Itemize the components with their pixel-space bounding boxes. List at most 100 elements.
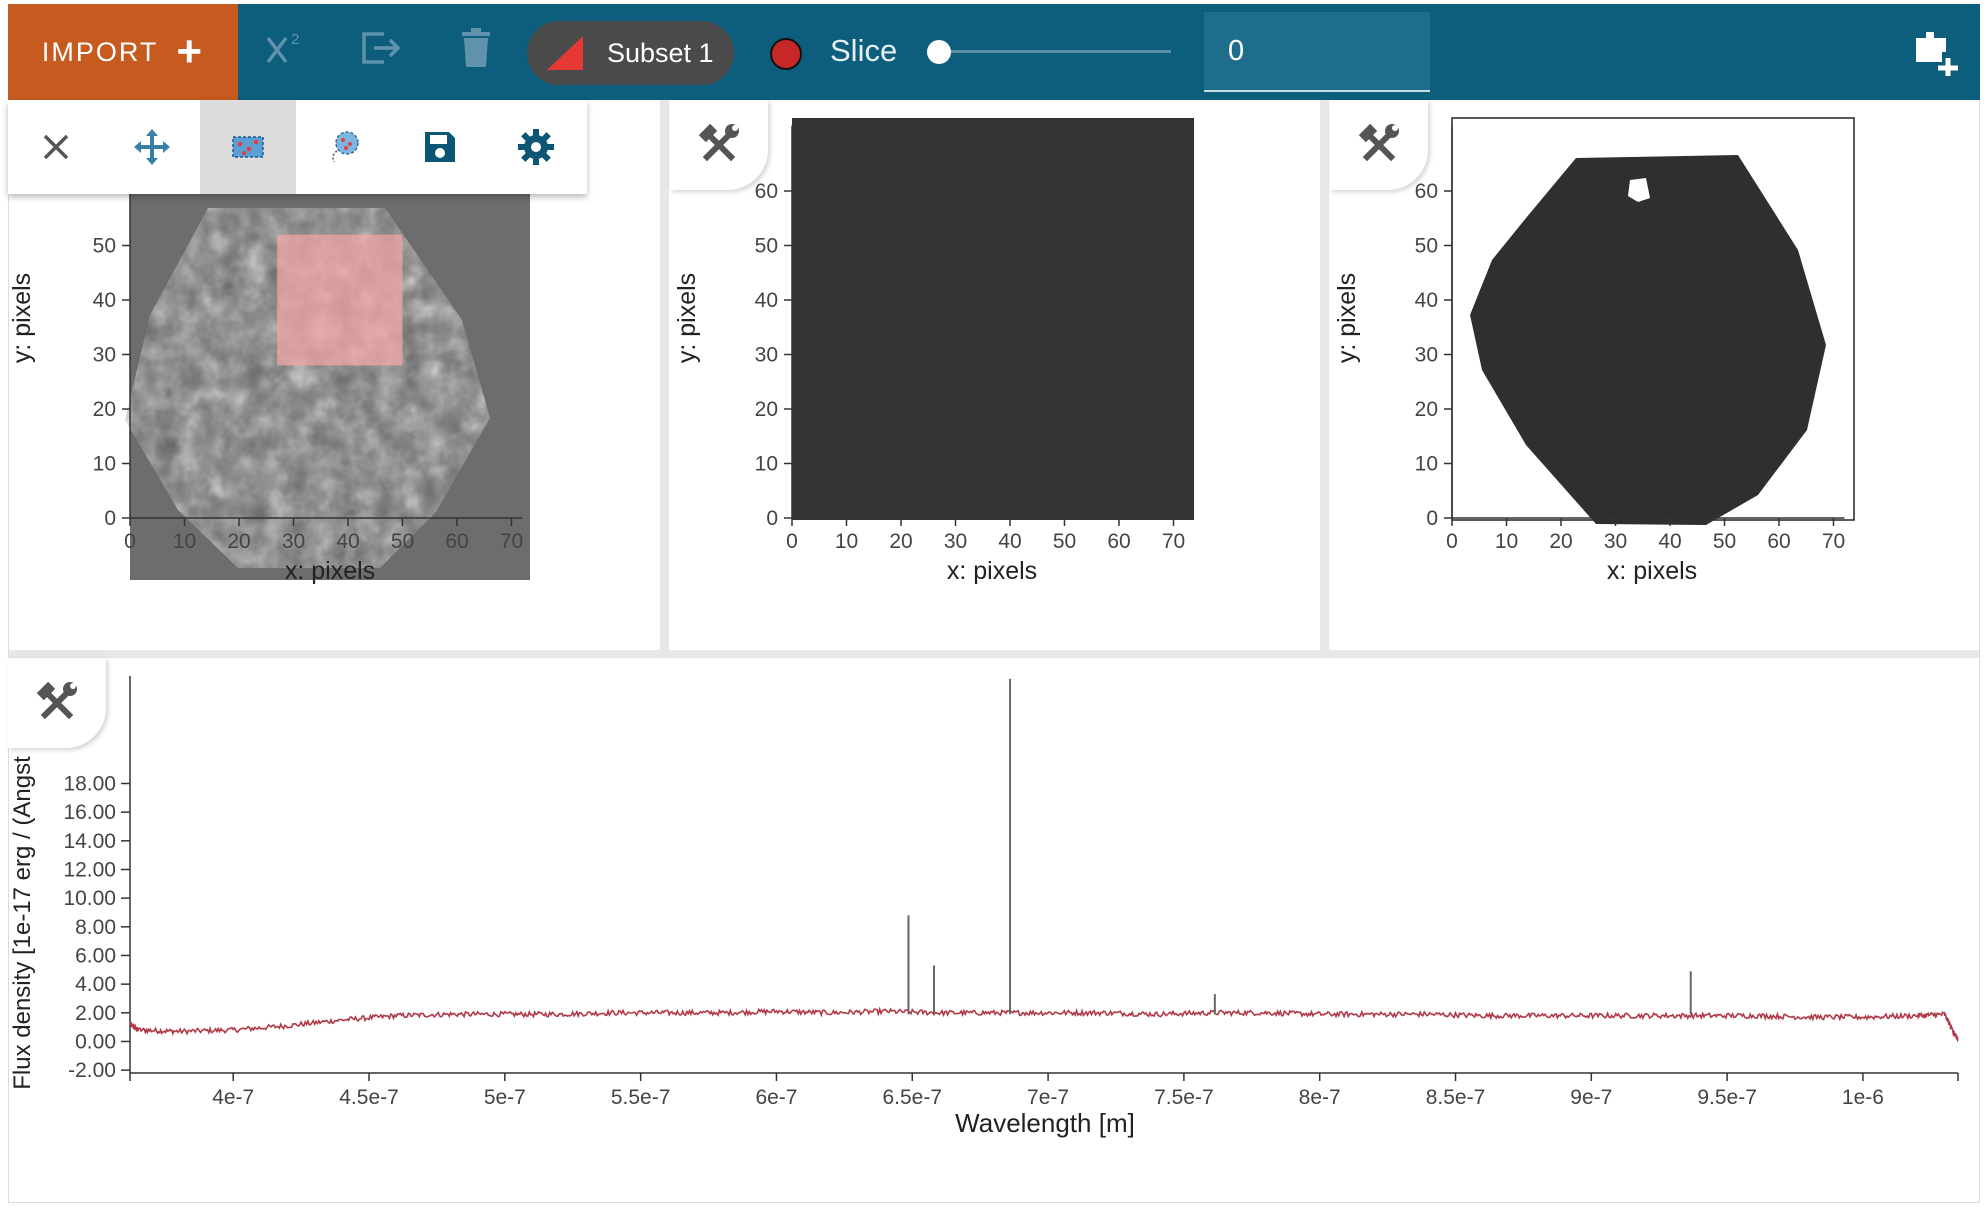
x-tick-label: 60: [1107, 530, 1130, 553]
close-icon[interactable]: [8, 100, 104, 194]
x-tick-label: 8e-7: [1299, 1086, 1341, 1109]
mask-viewer[interactable]: 0 10 20 30 40 50 60 70 0 10 20 30 40 50 60 x: pixels y…: [1320, 100, 1980, 650]
import-data-button[interactable]: IMPORT +: [8, 4, 238, 100]
y-tick-label: 30: [93, 344, 116, 367]
y-tick-label: 0: [1426, 507, 1438, 530]
y-axis-label: y: pixels: [673, 273, 701, 363]
pan-zoom-icon[interactable]: [104, 100, 200, 194]
x-tick-label: 8.5e-7: [1426, 1086, 1486, 1109]
y-tick-label: 12.00: [63, 858, 116, 881]
mask-image: [1470, 155, 1826, 525]
x-tick-label: 20: [227, 530, 250, 553]
y-tick-label: 10: [755, 453, 778, 476]
viewer-tools-button[interactable]: [1330, 100, 1428, 190]
trash-icon[interactable]: [452, 24, 500, 72]
subset-selector[interactable]: Subset 1: [527, 21, 734, 85]
y-tick-label: 0.00: [75, 1030, 116, 1053]
slice-label: Slice: [830, 33, 898, 68]
slice-input[interactable]: 0: [1204, 12, 1430, 92]
viewer-tools-button[interactable]: [8, 658, 106, 748]
import-label: IMPORT: [41, 36, 159, 67]
y-tick-label: 40: [1415, 289, 1438, 312]
panel-divider: [1320, 100, 1329, 650]
x-axis-label: x: pixels: [947, 557, 1037, 585]
x-tick-label: 10: [173, 530, 196, 553]
x-tick-label: 20: [889, 530, 912, 553]
rect-select-icon[interactable]: [200, 100, 296, 194]
y-tick-label: 50: [755, 235, 778, 258]
y-tick-label: 2.00: [75, 1002, 116, 1025]
uncertainty-image: [792, 118, 1194, 520]
slice-slider-track[interactable]: [938, 50, 1171, 53]
y-axis-label: y: pixels: [1333, 273, 1361, 363]
panel-border: [1979, 100, 1980, 1202]
settings-icon[interactable]: [488, 100, 584, 194]
y-tick-label: 30: [1415, 344, 1438, 367]
x-tick-label: 4e-7: [212, 1086, 254, 1109]
x-tick-label: 60: [1767, 530, 1790, 553]
panel-divider: [660, 100, 669, 650]
x-tick-label: 5e-7: [484, 1086, 526, 1109]
slice-slider-thumb[interactable]: [927, 40, 951, 64]
x-tick-label: 40: [1658, 530, 1681, 553]
y-axis-label: Flux density [1e-17 erg / (Angst: [9, 756, 36, 1090]
x-tick-label: 10: [835, 530, 858, 553]
x-tick-label: 30: [282, 530, 305, 553]
x-tick-label: 7e-7: [1027, 1086, 1069, 1109]
x-tick-label: 70: [1162, 530, 1185, 553]
image-toolbar: [8, 100, 587, 194]
x-tick-label: 20: [1549, 530, 1572, 553]
y-tick-label: 50: [1415, 235, 1438, 258]
y-tick-label: 0: [766, 507, 778, 530]
cube-viewer[interactable]: 0 10 20 30 40 50 60 70 0 10 20 30 40 50 x: pixels y: …: [0, 100, 660, 650]
y-tick-label: 40: [755, 289, 778, 312]
mask-hole: [1628, 178, 1650, 202]
viewer-tools-button[interactable]: [670, 100, 768, 190]
x-tick-label: 30: [1604, 530, 1627, 553]
svg-text:2: 2: [291, 31, 299, 48]
hammer-wrench-icon: [1358, 123, 1399, 162]
x-tick-label: 70: [1822, 530, 1845, 553]
x-axis-label: x: pixels: [1607, 557, 1697, 585]
y-tick-label: 20: [1415, 398, 1438, 421]
add-viewer-icon[interactable]: [1912, 28, 1960, 78]
lasso-select-icon[interactable]: [296, 100, 392, 194]
y-tick-label: 6.00: [75, 944, 116, 967]
y-tick-label: 10.00: [63, 887, 116, 910]
chi-squared-icon[interactable]: 2: [262, 24, 310, 72]
x-tick-label: 60: [445, 530, 468, 553]
y-tick-label: 50: [93, 235, 116, 258]
color-picker-icon[interactable]: [770, 38, 802, 70]
hammer-wrench-icon: [698, 123, 739, 162]
y-tick-label: 60: [1415, 180, 1438, 203]
subset-label: Subset 1: [607, 37, 714, 68]
x-tick-label: 50: [1713, 530, 1736, 553]
x-tick-label: 70: [500, 530, 523, 553]
subset-color-icon: [547, 36, 583, 70]
panel-border: [8, 100, 9, 1202]
y-tick-label: 30: [755, 344, 778, 367]
x-tick-label: 0: [124, 530, 136, 553]
x-tick-label: 9.5e-7: [1697, 1086, 1757, 1109]
x-tick-label: 5.5e-7: [611, 1086, 671, 1109]
y-tick-label: 18.00: [63, 772, 116, 795]
hammer-wrench-icon: [36, 681, 77, 720]
y-tick-label: 14.00: [63, 830, 116, 853]
y-tick-label: 10: [1415, 453, 1438, 476]
y-tick-label: -2.00: [68, 1059, 116, 1082]
x-tick-label: 10: [1495, 530, 1518, 553]
subset-region[interactable]: [277, 234, 403, 366]
spectrum-viewer[interactable]: 4e-7 4.5e-7 5e-7 5.5e-7 6e-7 6.5e-7 7e-7 7.5e-7…: [0, 658, 1988, 1202]
x-tick-label: 6e-7: [755, 1086, 797, 1109]
x-tick-label: 40: [336, 530, 359, 553]
y-tick-label: 20: [93, 398, 116, 421]
y-tick-label: 20: [755, 398, 778, 421]
export-icon[interactable]: [357, 24, 405, 72]
save-icon[interactable]: [392, 100, 488, 194]
y-tick-label: 10: [93, 453, 116, 476]
panel-border: [8, 1202, 1980, 1203]
spectrum-line: [129, 1006, 1959, 1043]
uncertainty-viewer[interactable]: 0 10 20 30 40 50 60 70 0 10 20 30 40 50 60 x: pixels y…: [660, 100, 1320, 650]
y-tick-label: 4.00: [75, 973, 116, 996]
y-axis-label: y: pixels: [8, 273, 36, 363]
